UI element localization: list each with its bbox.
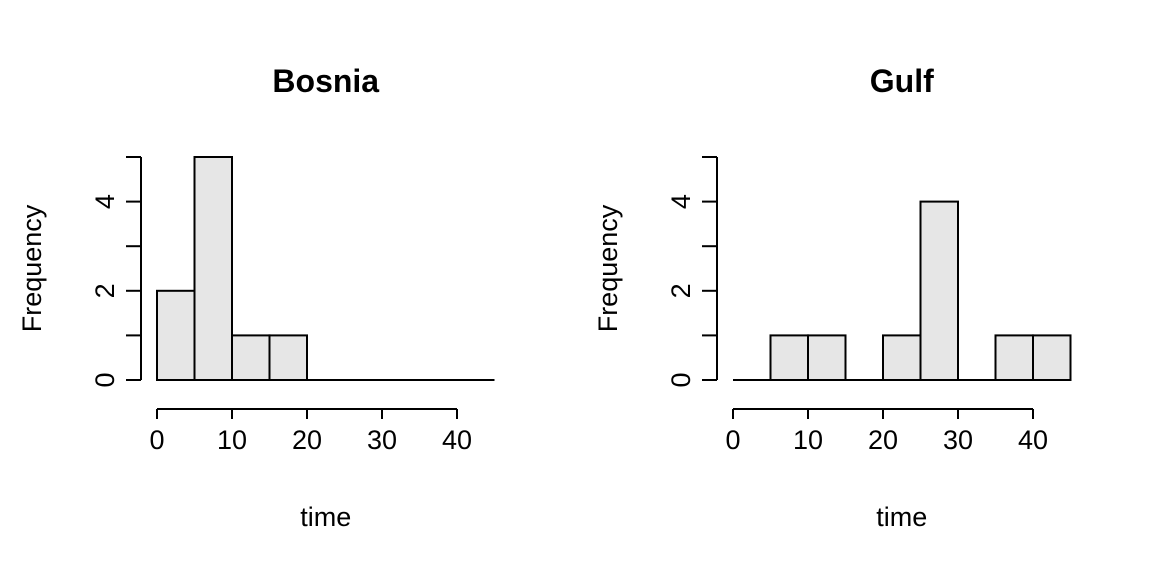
histogram-bar: [882, 334, 922, 381]
x-axis-label: time: [876, 502, 927, 532]
x-tick-label: 30: [943, 425, 973, 455]
x-tick-label: 0: [725, 425, 740, 455]
y-tick-label: 2: [90, 283, 120, 298]
histogram-bar: [994, 334, 1034, 381]
y-axis-label: Frequency: [17, 204, 47, 332]
chart-title: Gulf: [870, 63, 934, 99]
histogram-bar: [769, 334, 809, 381]
y-tick-label: 0: [666, 372, 696, 387]
histogram-bar: [807, 334, 847, 381]
x-tick-label: 20: [868, 425, 898, 455]
x-tick-label: 10: [217, 425, 247, 455]
y-tick-label: 0: [90, 372, 120, 387]
histogram-bar: [1032, 334, 1072, 381]
y-tick-label: 4: [666, 194, 696, 209]
x-axis-label: time: [300, 502, 351, 532]
x-tick-label: 10: [793, 425, 823, 455]
y-tick-label: 4: [90, 194, 120, 209]
x-tick-label: 30: [367, 425, 397, 455]
x-tick-label: 0: [149, 425, 164, 455]
histogram-bar: [919, 200, 959, 381]
chart-title: Bosnia: [272, 63, 379, 99]
chart-panel-bosnia: Bosnia 0 10 20 30 40 0 2 4 time Frequency: [17, 63, 495, 532]
histogram-bar: [268, 334, 308, 381]
chart-panel-gulf: Gulf 0 10 20 30 40 0 2 4 time Frequency: [593, 63, 1072, 532]
x-tick-label: 40: [442, 425, 472, 455]
y-tick-label: 2: [666, 283, 696, 298]
histogram-bar: [193, 156, 233, 381]
y-axis-label: Frequency: [593, 204, 623, 332]
x-tick-label: 20: [292, 425, 322, 455]
histogram-bar: [156, 289, 196, 381]
histogram-bar: [231, 334, 271, 381]
x-tick-label: 40: [1018, 425, 1048, 455]
